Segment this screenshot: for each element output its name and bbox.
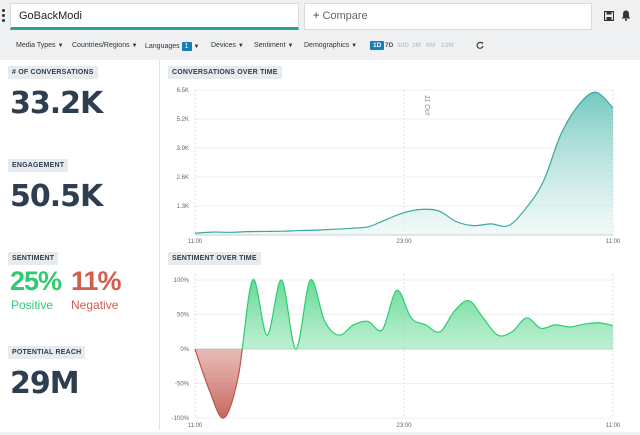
- caret-down-icon: ▼: [287, 43, 294, 49]
- filter-bar: Media Types ▼ Countries/Regions ▼ Language…: [0, 35, 640, 57]
- range-30d[interactable]: 30D: [397, 42, 409, 49]
- engagement-label: ENGAGEMENT: [8, 159, 69, 172]
- refresh-icon[interactable]: [476, 41, 484, 49]
- sentiment-chart-title: SENTIMENT OVER TIME: [168, 252, 261, 265]
- caret-down-icon: ▼: [351, 43, 358, 49]
- filter-label: Media Types: [16, 42, 56, 49]
- filter-label: Languages: [145, 43, 180, 50]
- conversations-value: 33.2K: [10, 86, 103, 121]
- y-tick-label: 3.9K: [177, 146, 189, 152]
- x-tick-label: 11:00: [188, 239, 203, 245]
- filter-label: Devices: [211, 42, 236, 49]
- y-tick-label: 50%: [177, 313, 190, 319]
- filter-label: Demographics: [304, 42, 350, 49]
- filter-label: Sentiment: [254, 42, 286, 49]
- save-icon[interactable]: [604, 11, 614, 21]
- y-tick-label: 2.6K: [177, 175, 189, 181]
- search-input[interactable]: GoBackModi: [10, 3, 299, 30]
- x-tick-label: 11:00: [188, 423, 203, 429]
- negative-label: Negative: [71, 298, 119, 312]
- y-tick-label: 100%: [174, 278, 190, 284]
- caret-down-icon: ▼: [237, 43, 244, 49]
- y-tick-label: 5.2K: [177, 117, 189, 123]
- negative-percent: 11%: [71, 266, 122, 296]
- date-annotation: 11 Oct: [423, 95, 430, 116]
- dashboard-panel: [0, 60, 640, 432]
- filter-label: Countries/Regions: [72, 42, 130, 49]
- top-bar: GoBackModi + Compare: [0, 0, 640, 34]
- conversations-chart: 1.3K 2.6K 3.9K 5.2K 6.5K 11 Oct 11:00 23:00 11:0…: [177, 88, 621, 245]
- filter-countries[interactable]: Countries/Regions ▼: [72, 42, 138, 49]
- compare-input[interactable]: + Compare: [304, 3, 592, 30]
- y-tick-label: 1.3K: [177, 204, 189, 210]
- range-1d[interactable]: 1D: [370, 41, 385, 50]
- filter-demographics[interactable]: Demographics ▼: [304, 42, 357, 49]
- conversations-line: [194, 91, 614, 234]
- x-tick-label: 23:00: [396, 423, 412, 429]
- y-tick-label: -100%: [172, 416, 190, 422]
- conversations-chart-title: CONVERSATIONS OVER TIME: [168, 66, 282, 79]
- filter-languages[interactable]: Languages 1 ▼: [145, 42, 199, 51]
- negative-sentiment-area: [195, 349, 613, 419]
- y-tick-label: 0%: [180, 347, 189, 353]
- engagement-value: 50.5K: [10, 179, 103, 214]
- range-7d[interactable]: 7D: [385, 42, 394, 49]
- range-3m[interactable]: 3M: [412, 42, 422, 49]
- menu-kebab-icon[interactable]: [2, 9, 6, 23]
- plus-icon: +: [313, 10, 320, 22]
- compare-placeholder: Compare: [322, 10, 368, 22]
- reach-value: 29M: [10, 366, 80, 401]
- bell-icon[interactable]: [621, 10, 631, 21]
- filter-media-types[interactable]: Media Types ▼: [16, 42, 64, 49]
- conversations-area: [195, 92, 613, 235]
- caret-down-icon: ▼: [131, 43, 138, 49]
- filter-sentiment[interactable]: Sentiment ▼: [254, 42, 293, 49]
- filter-devices[interactable]: Devices ▼: [211, 42, 244, 49]
- column-divider: [159, 60, 160, 430]
- range-6m[interactable]: 6M: [426, 42, 436, 49]
- caret-down-icon: ▼: [193, 44, 200, 50]
- sentiment-chart: 100%50%0%-50%-100%11:00 23:00 11:00: [172, 274, 621, 429]
- positive-label: Positive: [11, 298, 54, 312]
- reach-label: POTENTIAL REACH: [8, 346, 86, 359]
- positive-sentiment-line: [195, 279, 614, 349]
- x-tick-label: 23:00: [396, 239, 412, 245]
- conversations-label: # OF CONVERSATIONS: [8, 66, 98, 79]
- positive-percent: 25%: [10, 266, 62, 296]
- languages-count-badge: 1: [181, 42, 192, 51]
- sentiment-label: SENTIMENT: [8, 252, 59, 265]
- y-tick-label: 6.5K: [177, 88, 189, 94]
- x-tick-label: 11:00: [606, 423, 621, 429]
- x-tick-label: 11:00: [606, 239, 621, 245]
- caret-down-icon: ▼: [57, 43, 64, 49]
- range-13m[interactable]: 13M: [441, 42, 454, 49]
- positive-sentiment-area: [195, 279, 613, 349]
- y-tick-label: -50%: [175, 382, 190, 388]
